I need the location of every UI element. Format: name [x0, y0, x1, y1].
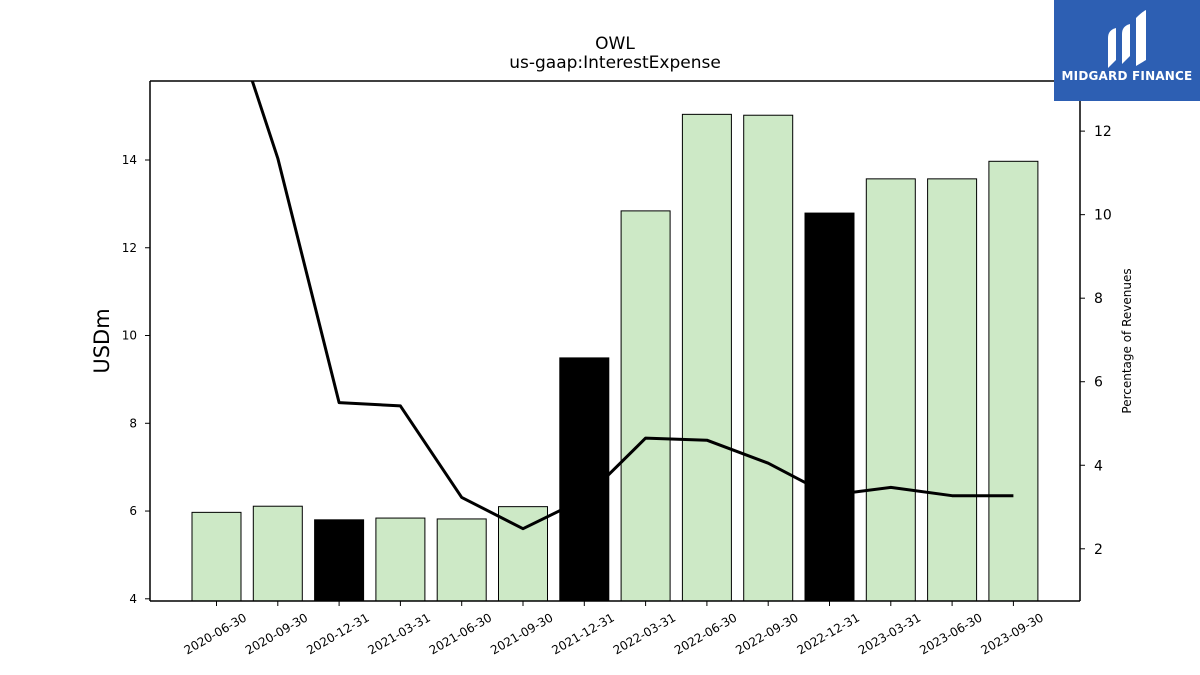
y2-tick-label: 12: [1094, 124, 1112, 140]
x-tick-label: 2023-09-30: [978, 610, 1045, 657]
y2-tick-label: 2: [1094, 542, 1103, 558]
y2-tick-label: 8: [1094, 291, 1103, 307]
y2-tick-label: 10: [1094, 208, 1112, 224]
x-tick-label: 2023-06-30: [917, 610, 984, 657]
logo-mark-icon: [1108, 10, 1146, 68]
bar-2020-06-30: [191, 511, 242, 602]
x-tick-label: 2022-03-31: [611, 610, 678, 657]
x-tick-label: 2022-09-30: [733, 610, 800, 657]
logo-text: MIDGARD FINANCE: [1061, 69, 1193, 83]
y-axis-label: USDm: [90, 308, 114, 373]
company-logo: MIDGARD FINANCE: [1054, 0, 1200, 101]
bar-2023-06-30: [927, 178, 978, 602]
x-tick-label: 2023-03-31: [856, 610, 923, 657]
x-tick-label: 2020-12-31: [304, 610, 371, 657]
bar-2022-12-31: [804, 212, 855, 602]
x-tick-label: 2021-09-30: [488, 610, 555, 657]
x-tick-label: 2021-03-31: [365, 610, 432, 657]
bar-2020-09-30: [252, 505, 303, 602]
chart-subtitle: us-gaap:InterestExpense: [509, 53, 721, 73]
x-tick-label: 2022-12-31: [795, 610, 862, 657]
bar-2022-09-30: [743, 114, 794, 602]
y2-axis-label: Percentage of Revenues: [1120, 268, 1134, 413]
bars-group: [191, 113, 1039, 602]
y-tick-label: 6: [129, 504, 137, 518]
y-tick-label: 8: [129, 416, 137, 430]
y-tick-label: 10: [122, 329, 137, 343]
x-tick-label: 2021-06-30: [427, 610, 494, 657]
x-tick-label: 2021-12-31: [549, 610, 616, 657]
y-tick-label: 12: [122, 241, 137, 255]
bar-2020-12-31: [314, 519, 365, 602]
percentage-line: [250, 81, 1014, 531]
bar-2021-03-31: [375, 517, 426, 602]
x-tick-label: 2022-06-30: [672, 610, 739, 657]
bar-2022-03-31: [620, 210, 671, 602]
line-group: [250, 81, 1014, 531]
chart-title: OWL: [595, 34, 635, 54]
x-tick-label: 2020-09-30: [243, 610, 310, 657]
y-tick-label: 14: [122, 153, 137, 167]
x-tick-label: 2020-06-30: [182, 610, 249, 657]
bar-2021-06-30: [436, 518, 487, 602]
y-tick-label: 4: [129, 592, 137, 606]
bar-2023-09-30: [988, 160, 1039, 602]
y2-tick-label: 6: [1094, 375, 1103, 391]
bar-2021-12-31: [559, 357, 610, 602]
bar-2023-03-31: [865, 178, 916, 602]
bar-2021-09-30: [498, 506, 548, 602]
y2-tick-label: 4: [1094, 458, 1103, 474]
bar-2022-06-30: [681, 113, 732, 602]
